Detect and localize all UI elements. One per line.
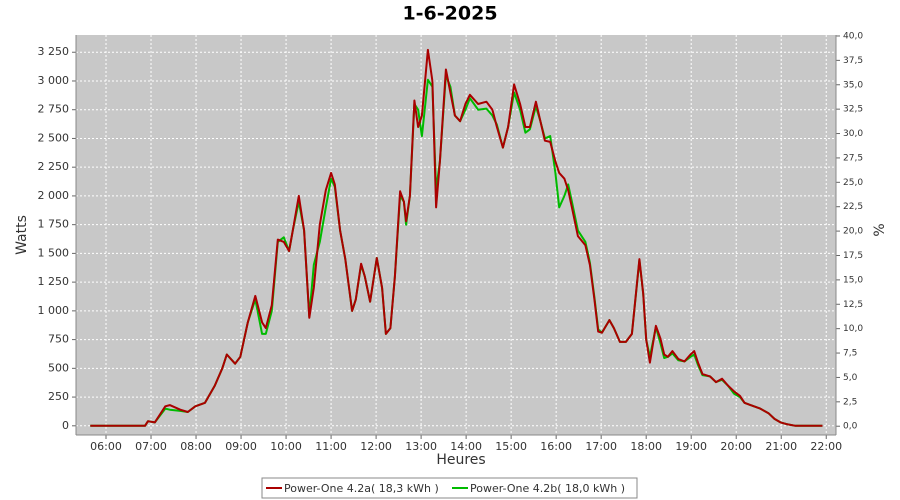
y2-tick-label: 12,5 (843, 300, 863, 310)
y2-tick-label: 30,0 (843, 129, 863, 139)
legend-label: Power-One 4.2b( 18,0 kWh ) (470, 482, 625, 495)
y-axis-label: Watts (14, 215, 30, 255)
y2-tick-label: 35,0 (843, 80, 863, 90)
y2-tick-label: 5,0 (843, 373, 858, 383)
y2-tick-label: 2,5 (843, 397, 857, 407)
y-tick-label: 2 250 (38, 160, 70, 173)
x-tick-label: 13:00 (405, 440, 437, 453)
y2-tick-label: 10,0 (843, 324, 863, 334)
y2-tick-label: 15,0 (843, 275, 863, 285)
x-tick-label: 09:00 (225, 440, 257, 453)
y2-tick-label: 25,0 (843, 178, 863, 188)
x-tick-label: 08:00 (180, 440, 212, 453)
x-tick-label: 14:00 (450, 440, 482, 453)
y-tick-label: 1 500 (38, 246, 70, 259)
y2-tick-label: 37,5 (843, 56, 863, 66)
y-tick-label: 0 (62, 419, 69, 432)
y2-tick-label: 40,0 (843, 31, 863, 41)
x-tick-label: 20:00 (720, 440, 752, 453)
chart-title: 1-6-2025 (402, 3, 497, 25)
y-tick-label: 2 000 (38, 189, 70, 202)
y2-tick-label: 20,0 (843, 227, 863, 237)
x-tick-label: 17:00 (585, 440, 617, 453)
x-tick-label: 21:00 (765, 440, 797, 453)
x-tick-label: 18:00 (630, 440, 662, 453)
y2-axis-label: % (872, 223, 888, 236)
y-tick-label: 750 (48, 333, 69, 346)
y2-tick-label: 32,5 (843, 105, 863, 115)
y-tick-label: 1 750 (38, 218, 70, 231)
y-tick-label: 3 250 (38, 45, 70, 58)
y-tick-label: 2 750 (38, 103, 70, 116)
y2-tick-label: 7,5 (843, 349, 857, 359)
x-tick-label: 12:00 (360, 440, 392, 453)
legend-label: Power-One 4.2a( 18,3 kWh ) (284, 482, 439, 495)
series-line (90, 48, 823, 427)
plot-area (76, 35, 836, 435)
y-tick-label: 1 250 (38, 275, 70, 288)
x-tick-label: 16:00 (540, 440, 572, 453)
x-tick-label: 11:00 (315, 440, 347, 453)
y-tick-label: 3 000 (38, 74, 70, 87)
x-tick-label: 07:00 (135, 440, 167, 453)
y2-tick-label: 0,0 (843, 422, 858, 432)
x-tick-label: 19:00 (675, 440, 707, 453)
x-tick-label: 15:00 (495, 440, 527, 453)
y2-tick-label: 27,5 (843, 153, 863, 163)
x-tick-label: 06:00 (90, 440, 122, 453)
y-tick-label: 250 (48, 390, 69, 403)
y-tick-label: 1 000 (38, 304, 70, 317)
legend (261, 477, 638, 499)
x-tick-label: 22:00 (810, 440, 842, 453)
y-tick-label: 500 (48, 361, 69, 374)
x-tick-label: 10:00 (270, 440, 302, 453)
y-tick-label: 2 500 (38, 131, 70, 144)
y2-tick-label: 22,5 (843, 202, 863, 212)
y2-tick-label: 17,5 (843, 251, 863, 261)
x-axis-label: Heures (436, 452, 485, 468)
